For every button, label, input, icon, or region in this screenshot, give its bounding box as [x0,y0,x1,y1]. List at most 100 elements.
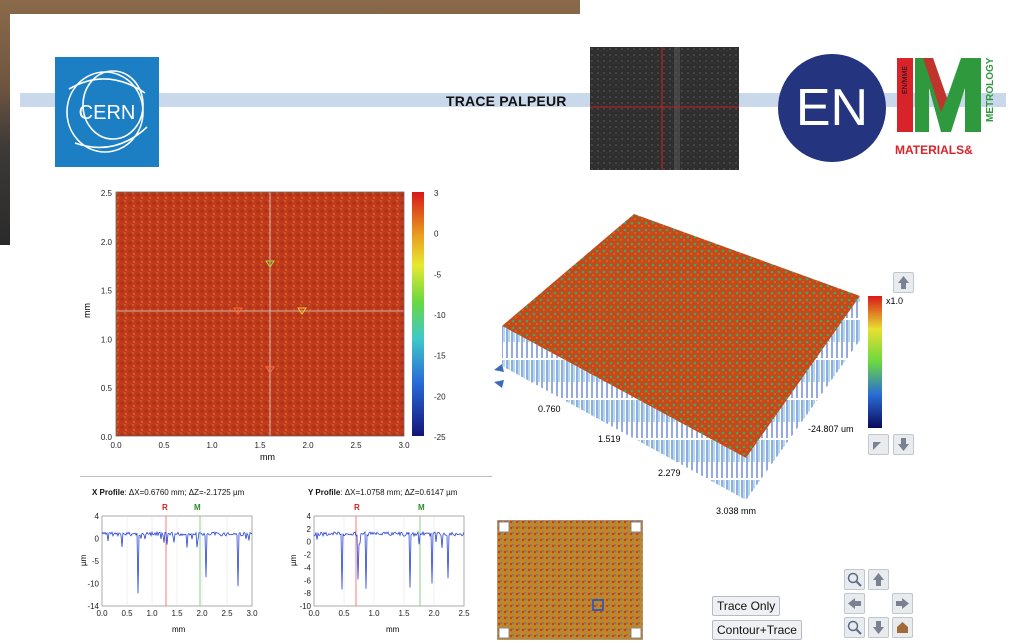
colorbar-tick: -20 [434,392,446,401]
mm-logo-side: METROLOGY [985,57,996,122]
yp-y-tick: -8 [304,589,312,598]
heightmap-y-tick: 2.0 [101,238,113,247]
yp-y-tick: 0 [307,538,312,547]
y-profile-trace [313,530,465,590]
svg-text:Y Profile: ΔX=1.0758 mm; ΔZ=0.: Y Profile: ΔX=1.0758 mm; ΔZ=0.6147 µm [308,488,458,497]
marker-m-h[interactable] [297,307,307,315]
colorbar-tick: -10 [434,311,446,320]
heightmap-image[interactable] [116,192,404,436]
heightmap-y-tick: 0.0 [101,433,113,442]
axis-tick-1: 1.519 [598,434,621,444]
zoom-in-icon[interactable] [844,569,865,590]
heightmap-y-unit: mm [82,303,92,318]
marker-m-v[interactable] [265,260,275,268]
heightmap-x-tick: 2.0 [302,441,314,450]
yp-y-tick: -2 [304,551,312,560]
yp-x-tick: 0.0 [308,609,320,618]
surface-3d-front [502,326,746,500]
en-logo: EN [778,54,886,162]
yp-y-tick: 2 [307,525,312,534]
thumbnail-corner-br[interactable] [630,627,642,639]
colorbar-tick: -15 [434,352,446,361]
xp-y-tick: -5 [92,557,100,566]
scale-up-icon[interactable] [893,272,914,293]
rotate-handle-icon[interactable] [494,364,504,372]
heightmap-x-tick: 1.5 [254,441,266,450]
x-profile-marker-m: M [194,503,201,512]
heightmap-x-tick: 2.5 [350,441,362,450]
thumbnail-viewport[interactable] [592,599,604,611]
xp-y-tick: -14 [87,602,99,611]
colorbar-3d-top: x1.0 [886,296,903,306]
mm-logo-bottom: MATERIALS& [895,143,973,157]
thumbnail-corner-tr[interactable] [630,521,642,533]
colorbar-3d [868,296,882,428]
cern-logo: CERN [55,57,159,167]
colorbar [412,192,424,436]
materials-metrology-logo: EN/MME METROLOGY MATERIALS& [893,52,1011,172]
marker-r-h[interactable] [233,307,243,315]
yp-y-tick: 4 [307,512,312,521]
marker-r-v[interactable] [265,366,275,374]
surface-3d-view[interactable]: 0.760 1.519 2.279 3.038 mm x1.0 -24.807 … [490,200,930,520]
zoom-out-icon[interactable] [844,617,865,638]
yp-x-tick: 0.5 [338,609,350,618]
axis-tick-3: 3.038 mm [716,506,756,516]
xp-x-tick: 0.0 [96,609,108,618]
heightmap-panel: 2.5 2.0 1.5 1.0 0.5 0.0 0.0 0.5 1.0 1.5 2.0 2.5 3.0… [82,189,446,462]
yp-x-tick: 2.0 [428,609,440,618]
y-profile-title-rest: : ΔX=1.0758 mm; ΔZ=0.6147 µm [340,488,457,497]
surface-3d-top [502,214,860,458]
thumbnail-view[interactable] [497,520,643,640]
colorbar-tick: 3 [434,189,439,198]
mm-logo-sub: EN/MME [902,66,909,94]
yp-x-tick: 1.5 [398,609,410,618]
rotate-handle-icon-2[interactable] [494,380,504,388]
pan-down-icon[interactable] [868,617,889,638]
yp-y-tick: -10 [299,602,311,611]
slide-title: TRACE PALPEUR [446,93,567,109]
y-profile-marker-r: R [354,503,360,512]
x-profile-x-unit: mm [172,625,186,634]
contour-trace-button[interactable]: Contour+Trace [712,620,802,640]
y-profile-x-unit: mm [386,625,400,634]
heightmap-y-tick: 1.5 [101,287,113,296]
x-profile-marker-r: R [162,503,168,512]
yp-y-tick: -6 [304,576,312,585]
xp-x-tick: 3.0 [246,609,258,618]
xp-y-tick: -10 [87,580,99,589]
y-profile-marker-m: M [418,503,425,512]
heightmap-x-tick: 3.0 [398,441,410,450]
pan-left-icon[interactable] [844,593,865,614]
microscope-photo [590,47,739,170]
heightmap-x-tick: 1.0 [206,441,218,450]
profiles-divider [80,476,492,477]
trace-only-button[interactable]: Trace Only [712,596,781,616]
x-profile-trace [101,530,253,594]
y-profile-plot[interactable] [313,515,465,607]
heightmap-y-tick: 0.5 [101,384,113,393]
xp-x-tick: 1.5 [171,609,183,618]
scale-down-icon[interactable] [893,434,914,455]
pan-right-icon[interactable] [892,593,913,614]
cern-logo-text: CERN [79,102,136,124]
y-profile-title-bold: Y Profile [308,488,341,497]
heightmap-x-unit: mm [260,452,275,462]
x-profile-panel: X Profile: ΔX=0.6760 mm; ΔZ=-2.1725 µm R… [80,488,258,634]
x-profile-y-unit: µm [80,554,88,566]
svg-text:X Profile: ΔX=0.6760 mm; ΔZ=-2: X Profile: ΔX=0.6760 mm; ΔZ=-2.1725 µm [92,488,245,497]
thumbnail-corner-tl[interactable] [498,521,510,533]
surface-3d-side [746,296,860,500]
thumbnail-corner-bl[interactable] [498,627,510,639]
yp-x-tick: 2.5 [458,609,470,618]
heightmap-x-tick: 0.0 [110,441,122,450]
xp-y-tick: 0 [95,535,100,544]
reset-view-icon[interactable] [868,434,889,455]
home-view-icon[interactable] [892,617,913,638]
xp-x-tick: 0.5 [121,609,133,618]
colorbar-tick: -5 [434,270,442,279]
x-profile-title-bold: X Profile [92,488,125,497]
pan-up-icon[interactable] [868,569,889,590]
colorbar-tick: 0 [434,230,439,239]
heightmap-x-tick: 0.5 [158,441,170,450]
